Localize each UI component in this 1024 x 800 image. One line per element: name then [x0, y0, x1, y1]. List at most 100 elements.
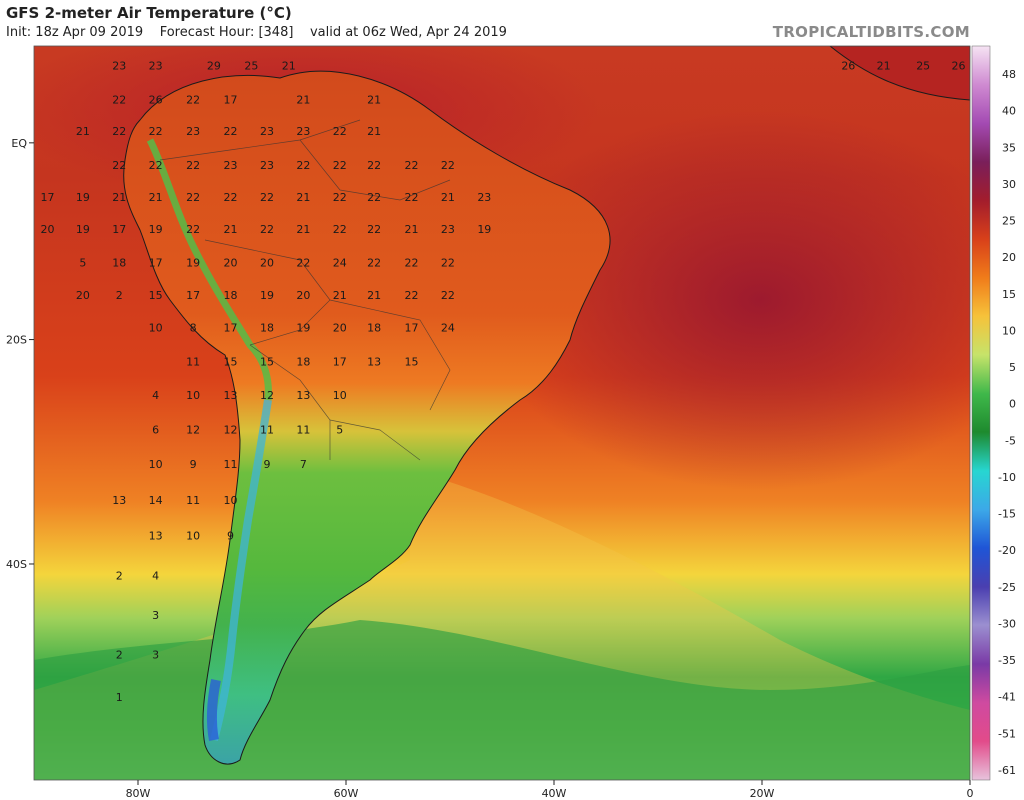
colorbar-tick-label: 10 [1002, 324, 1016, 337]
temperature-value-label: 11 [296, 424, 310, 437]
temperature-value-label: 17 [41, 191, 55, 204]
map-border [33, 45, 971, 781]
temperature-value-label: 19 [186, 256, 200, 269]
temperature-value-label: 22 [333, 125, 347, 138]
temperature-value-label: 7 [300, 458, 307, 471]
temperature-value-label: 21 [282, 59, 296, 72]
temperature-value-label: 22 [405, 256, 419, 269]
colorbar-tick-label: -5 [1005, 434, 1016, 447]
temperature-value-label: 19 [260, 289, 274, 302]
temperature-value-label: 22 [149, 159, 163, 172]
temperature-value-label: 23 [296, 125, 310, 138]
temperature-value-label: 21 [333, 289, 347, 302]
temperature-value-label: 22 [260, 191, 274, 204]
temperature-value-label: 10 [333, 389, 347, 402]
temperature-value-label: 23 [441, 223, 455, 236]
colorbar-tick-label: -20 [998, 544, 1016, 557]
temperature-value-label: 13 [224, 389, 238, 402]
temperature-value-label: 17 [149, 256, 163, 269]
latitude-label: 20S [6, 334, 27, 347]
temperature-value-label: 22 [149, 125, 163, 138]
temperature-value-label: 25 [916, 59, 930, 72]
south-america-landmass [123, 70, 611, 765]
temperature-value-label: 9 [190, 458, 197, 471]
temperature-value-label: 22 [296, 159, 310, 172]
temperature-value-label: 25 [244, 59, 258, 72]
colorbar-tick-label: 48 [1002, 68, 1016, 81]
colorbar-tick-label: 35 [1002, 141, 1016, 154]
temperature-value-label: 14 [149, 494, 163, 507]
temperature-value-label: 10 [186, 389, 200, 402]
temperature-value-label: 17 [224, 93, 238, 106]
temperature-value-label: 19 [76, 191, 90, 204]
colorbar-tick-label: -51 [998, 727, 1016, 740]
andes-highlands [146, 138, 272, 401]
temperature-value-label: 22 [367, 159, 381, 172]
colorbar-tick-label: 40 [1002, 105, 1016, 118]
temperature-value-label: 17 [405, 321, 419, 334]
temperature-value-label: 22 [224, 191, 238, 204]
temperature-value-label: 10 [186, 530, 200, 543]
colorbar-tick-label: 20 [1002, 251, 1016, 264]
temperature-value-label: 26 [149, 93, 163, 106]
temperature-value-label: 22 [112, 159, 126, 172]
temperature-value-label: 13 [296, 389, 310, 402]
temperature-value-label: 8 [190, 321, 197, 334]
temperature-value-label: 22 [441, 159, 455, 172]
longitude-axis: 80W 60W 40W 20W 0 [126, 780, 974, 800]
longitude-label: 40W [542, 787, 567, 800]
temperature-value-label: 15 [224, 355, 238, 368]
temperature-value-label: 12 [224, 424, 238, 437]
temperature-value-label: 22 [186, 93, 200, 106]
temperature-value-label: 23 [260, 159, 274, 172]
temperature-value-label: 29 [207, 59, 221, 72]
temperature-value-label: 22 [333, 191, 347, 204]
temperature-value-label: 18 [296, 355, 310, 368]
temperature-value-label: 21 [296, 223, 310, 236]
temperature-value-label: 4 [152, 570, 159, 583]
temperature-value-label: 11 [186, 355, 200, 368]
valid-time: valid at 06z Wed, Apr 24 2019 [309, 25, 507, 40]
temperature-value-label: 21 [441, 191, 455, 204]
temperature-value-label: 21 [367, 125, 381, 138]
temperature-value-label: 20 [76, 289, 90, 302]
temperature-value-label: 1 [116, 691, 123, 704]
temperature-value-label: 21 [296, 93, 310, 106]
temperature-value-label: 11 [224, 458, 238, 471]
temperature-value-label: 15 [260, 355, 274, 368]
temperature-value-label: 18 [260, 321, 274, 334]
temperature-value-label: 20 [224, 256, 238, 269]
temperature-value-label: 4 [152, 389, 159, 402]
temperature-value-label: 22 [405, 289, 419, 302]
temperature-value-label: 21 [224, 223, 238, 236]
temperature-value-label: 22 [367, 256, 381, 269]
longitude-label: 20W [750, 787, 775, 800]
colorbar-tick-label: 25 [1002, 215, 1016, 228]
longitude-label: 60W [334, 787, 359, 800]
colorbar-tick-label: 30 [1002, 178, 1016, 191]
longitude-label: 80W [126, 787, 151, 800]
temperature-value-label: 22 [441, 256, 455, 269]
temperature-value-label: 22 [186, 223, 200, 236]
temperature-value-label: 24 [333, 256, 347, 269]
temperature-value-label: 5 [79, 256, 86, 269]
colorbar-tick-label: -41 [998, 691, 1016, 704]
temperature-value-label: 11 [186, 494, 200, 507]
latitude-label: 40S [6, 558, 27, 571]
temperature-value-label: 13 [149, 530, 163, 543]
temperature-value-label: 2 [116, 570, 123, 583]
colorbar-tick-label: 15 [1002, 288, 1016, 301]
colorbar-tick-label: 0 [1009, 398, 1016, 411]
temperature-value-label: 23 [112, 59, 126, 72]
temperature-value-label: 26 [952, 59, 966, 72]
temperature-value-label: 22 [224, 125, 238, 138]
temperature-value-label: 20 [333, 321, 347, 334]
temperature-value-label: 21 [877, 59, 891, 72]
temperature-value-label: 22 [441, 289, 455, 302]
temperature-value-label: 21 [149, 191, 163, 204]
temperature-value-label: 23 [260, 125, 274, 138]
temperature-value-label: 17 [112, 223, 126, 236]
temperature-value-label: 20 [41, 223, 55, 236]
temperature-value-label: 22 [260, 223, 274, 236]
